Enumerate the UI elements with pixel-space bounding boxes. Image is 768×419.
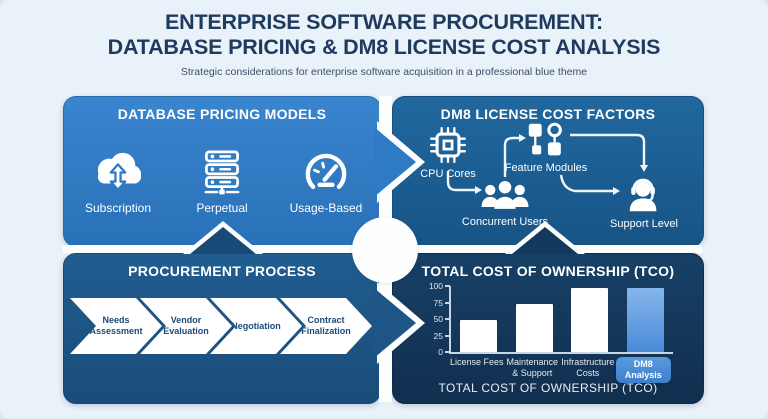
license-node-label: Feature Modules — [504, 162, 588, 174]
tco-bar-dm8-analysis — [626, 288, 664, 352]
license-node-feature-modules: Feature Modules — [488, 119, 604, 175]
license-node-label: CPU Cores — [420, 168, 476, 180]
tco-bar-maintenance-support — [515, 304, 553, 352]
panel-database-pricing-models: DATABASE PRICING MODELS Subscription Per… — [63, 96, 381, 247]
process-step-label: Needs Assessment — [89, 315, 143, 336]
page-title-line1: ENTERPRISE SOFTWARE PROCUREMENT: — [165, 10, 603, 34]
tco-category-label: Maintenance & Support — [506, 357, 559, 378]
page-subtitle: Strategic considerations for enterprise … — [180, 65, 588, 78]
process-step-label: Contract Finalization — [301, 315, 351, 336]
pricing-item-usage-based: Usage-Based — [279, 133, 373, 215]
pricing-item-perpetual: Perpetual — [175, 133, 269, 215]
support-headset-icon — [602, 173, 686, 215]
concurrent-users-icon — [458, 177, 552, 213]
license-node-label: Support Level — [610, 218, 678, 230]
panel-title-process: PROCUREMENT PROCESS — [128, 263, 316, 279]
cpu-icon — [406, 121, 490, 165]
feature-modules-icon — [488, 119, 604, 159]
process-steps: Needs Assessment Vendor Evaluation Negotia… — [70, 298, 350, 354]
tco-bar-license-fees — [460, 320, 498, 352]
tco-y-tickmark — [445, 318, 450, 320]
tco-y-tickmark — [445, 351, 450, 353]
license-node-support-level: Support Level — [602, 173, 686, 231]
connector-right-bottom — [374, 288, 416, 358]
server-icon — [200, 133, 244, 195]
process-step-label: Negotiation — [231, 320, 281, 331]
license-node-cpu-cores: CPU Cores — [406, 121, 490, 181]
panel-tco: TOTAL COST OF OWNERSHIP (TCO) License Fe… — [392, 253, 704, 404]
connector-up-right — [512, 227, 578, 254]
tco-bar-chart: License Fees Maintenance & Support Infrast… — [393, 254, 703, 403]
pricing-item-subscription: Subscription — [71, 133, 165, 215]
cloud-sync-icon — [89, 133, 147, 195]
tco-plot-area — [449, 286, 673, 354]
tco-category-labels: License Fees Maintenance & Support Infrast… — [449, 357, 671, 383]
pricing-items: Subscription Perpetual Usage-Based — [64, 133, 380, 215]
header: ENTERPRISE SOFTWARE PROCUREMENT: DATABAS… — [0, 10, 768, 78]
panel-title-pricing: DATABASE PRICING MODELS — [117, 106, 327, 122]
connector-right-top — [374, 127, 416, 197]
panel-title-license: DM8 LICENSE COST FACTORS — [440, 106, 656, 122]
license-node-concurrent-users: Concurrent Users — [458, 177, 552, 229]
panel-title-tco: TOTAL COST OF OWNERSHIP (TCO) — [421, 263, 675, 279]
pricing-item-label: Usage-Based — [289, 201, 363, 215]
tco-category-label: Infrastructure Costs — [561, 357, 615, 378]
tco-category-label: DM8 Analysis — [615, 357, 671, 383]
tco-axis-title: TOTAL COST OF OWNERSHIP (TCO) — [438, 381, 658, 395]
tco-bar-infrastructure-costs — [571, 288, 609, 352]
tco-y-tickmark — [445, 301, 450, 304]
tco-y-tick: 100 — [428, 281, 443, 291]
page-title: ENTERPRISE SOFTWARE PROCUREMENT: DATABAS… — [0, 10, 768, 61]
tco-y-tick: 25 — [433, 330, 443, 341]
pricing-item-label: Perpetual — [196, 201, 248, 215]
pricing-item-label: Subscription — [84, 201, 152, 215]
process-step-label: Vendor Evaluation — [163, 315, 209, 336]
tco-y-tickmark — [445, 334, 450, 337]
connector-up-left — [190, 227, 256, 254]
page-title-line2: DATABASE PRICING & DM8 LICENSE COST ANAL… — [107, 35, 661, 60]
tco-y-tick: 50 — [433, 314, 443, 324]
panel-dm8-license-cost-factors: DM8 LICENSE COST FACTORS CPU Cores Featu… — [392, 96, 704, 247]
gauge-icon — [303, 133, 349, 195]
tco-y-tick: 75 — [433, 297, 443, 308]
center-hub-circle — [352, 217, 418, 283]
tco-y-tick: 0 — [438, 347, 443, 357]
tco-category-label: License Fees — [449, 357, 504, 367]
tco-y-tickmark — [445, 285, 450, 287]
panel-procurement-process: PROCUREMENT PROCESS Needs Assessment Vend… — [63, 253, 381, 404]
dm8-analysis-badge: DM8 Analysis — [615, 357, 671, 383]
